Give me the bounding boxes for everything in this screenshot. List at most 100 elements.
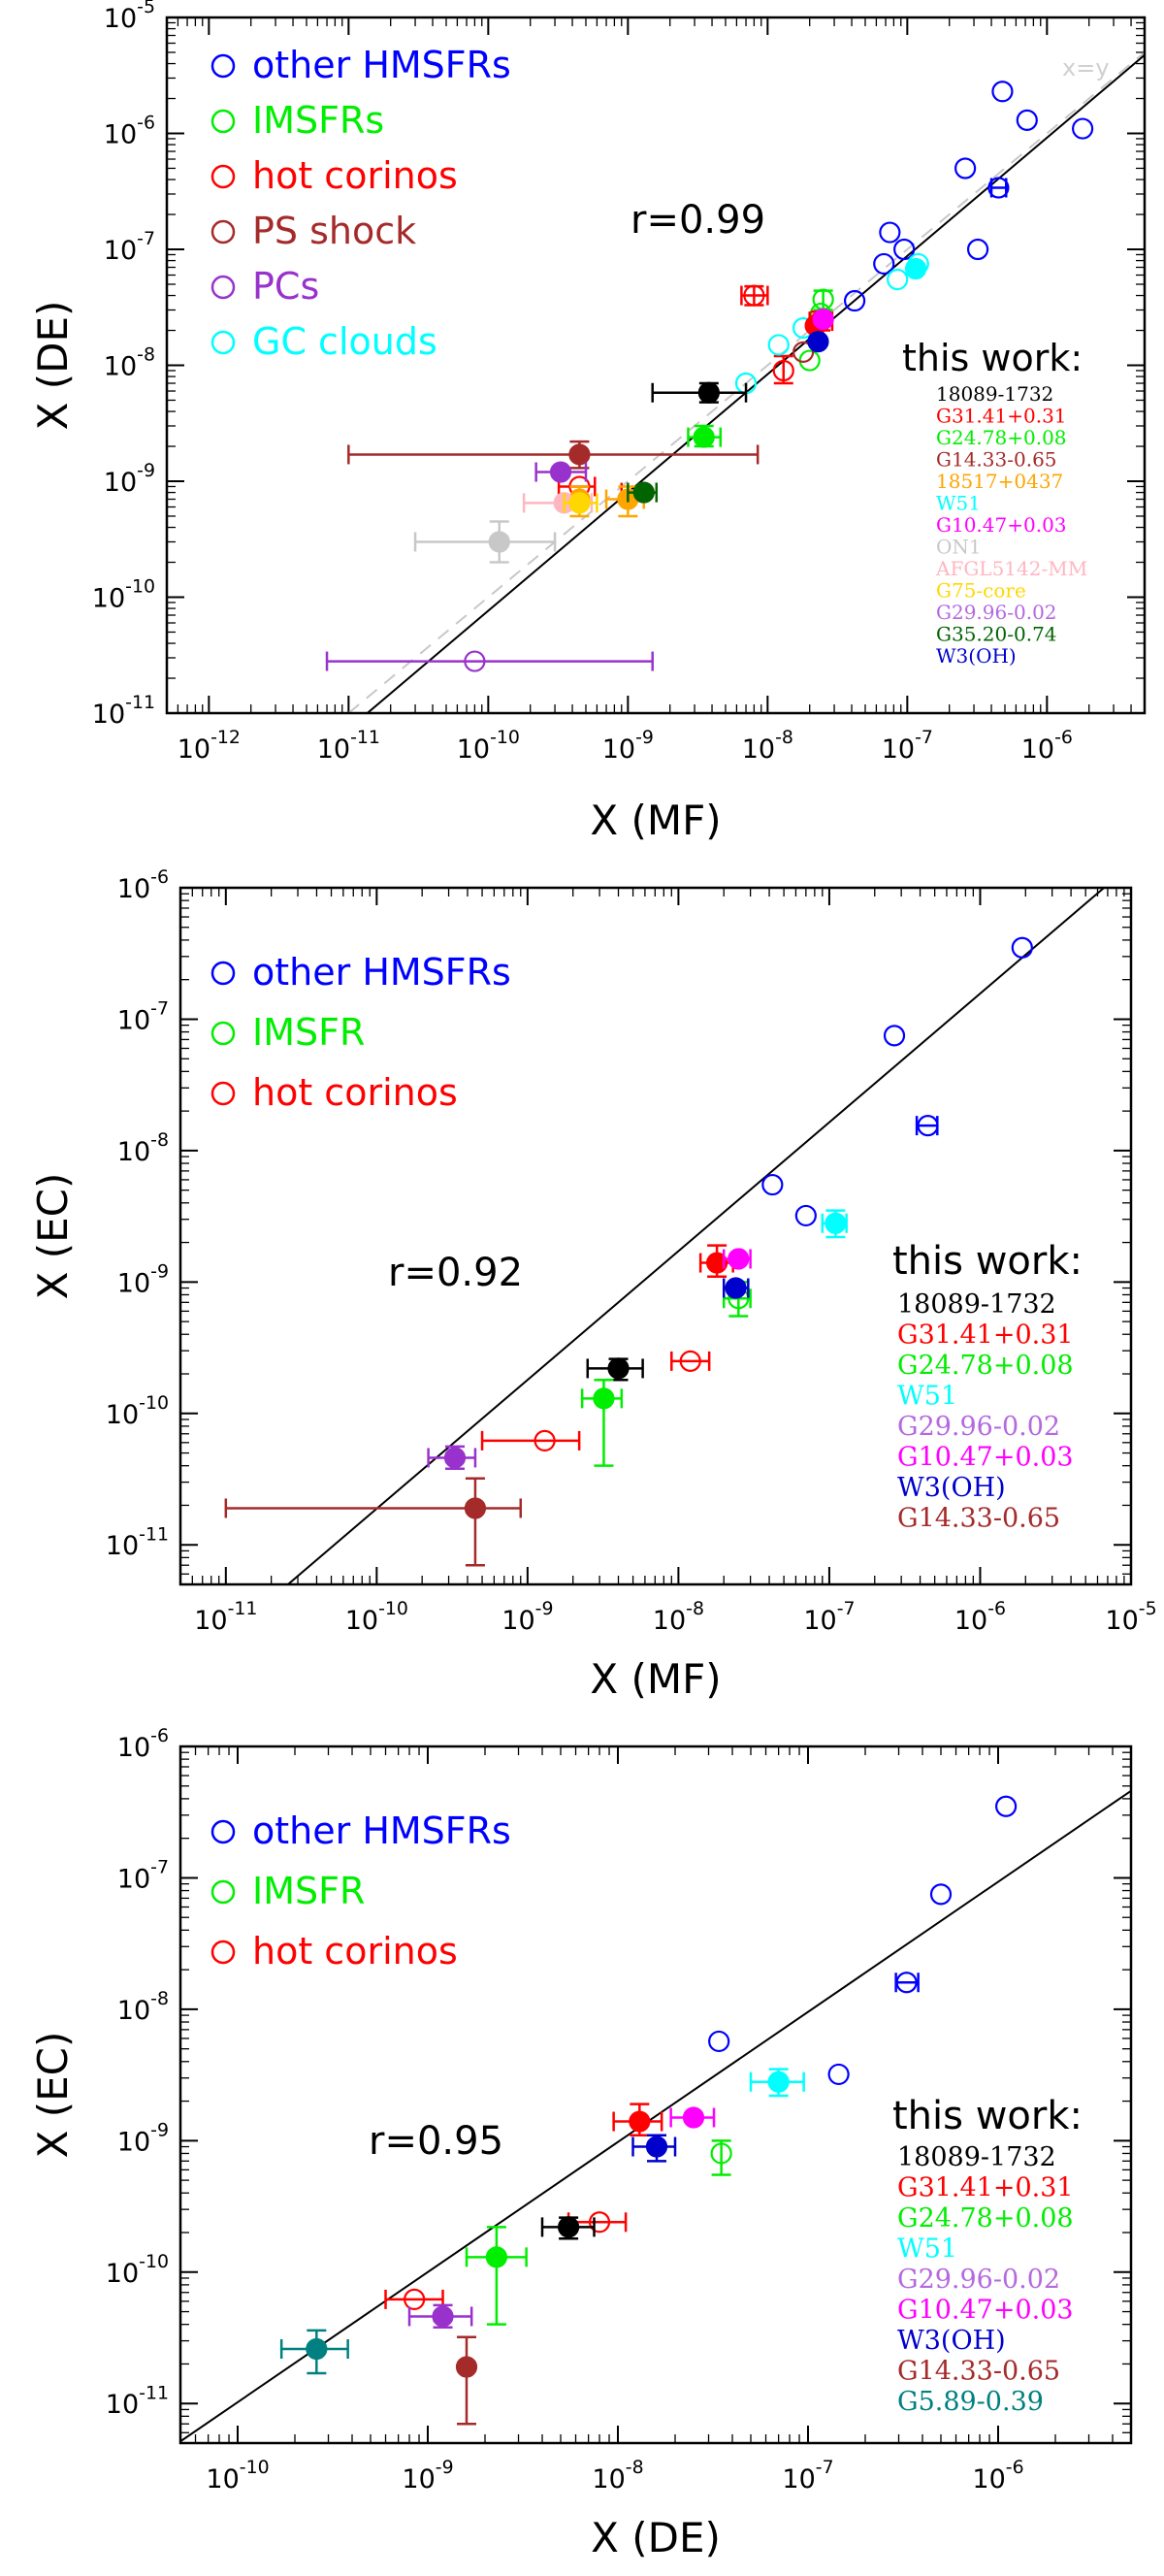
data-point-open — [772, 359, 794, 382]
data-point-filled — [824, 1212, 847, 1234]
x-tick-label: 10-7 — [803, 1598, 855, 1636]
data-point-filled — [904, 257, 927, 280]
y-tick-label: 10-9 — [104, 460, 155, 498]
data-point-open — [679, 1350, 701, 1372]
plot-area — [325, 51, 1145, 713]
y-tick-label: 10-11 — [92, 692, 155, 730]
data-point — [722, 1277, 750, 1299]
data-point — [991, 81, 1014, 103]
this-work-item: 18089-1732 — [897, 2142, 1056, 2172]
this-work-item: 18089-1732 — [897, 1289, 1056, 1320]
y-tick-label: 10-8 — [117, 1129, 169, 1167]
legend-marker — [210, 961, 236, 986]
data-point-open — [794, 1204, 817, 1227]
data-point-open — [843, 289, 866, 312]
this-work-item: W51 — [897, 2234, 957, 2265]
x-tick-label: 10-5 — [1105, 1598, 1156, 1636]
data-point — [843, 289, 866, 312]
data-point-open — [893, 238, 916, 261]
data-point — [384, 2288, 444, 2311]
data-point-open — [404, 2288, 426, 2311]
data-point-open — [917, 1115, 939, 1137]
data-point — [995, 1795, 1018, 1817]
this-work-item: W51 — [936, 492, 981, 515]
x-axis-label: X (MF) — [590, 1655, 721, 1703]
data-point — [966, 238, 989, 261]
legend-label: hot corinos — [252, 1930, 458, 1973]
y-tick-label: 10-8 — [117, 1988, 169, 2026]
data-point — [893, 238, 916, 261]
this-work-item: G31.41+0.31 — [936, 405, 1067, 428]
legend-label: other HMSFRs — [252, 1810, 511, 1852]
this-work-item: G29.96-0.02 — [936, 601, 1057, 624]
this-work-item: G29.96-0.02 — [897, 1412, 1060, 1442]
data-point-filled — [728, 1248, 750, 1270]
data-point-filled — [306, 2337, 328, 2361]
legend-marker — [210, 1879, 236, 1905]
data-point — [749, 2068, 805, 2098]
data-point-open — [464, 650, 486, 672]
x-tick-label: 10-10 — [457, 727, 520, 765]
data-point — [879, 221, 901, 244]
this-work-item: G24.78+0.08 — [897, 2203, 1074, 2234]
this-work-item: W3(OH) — [897, 1473, 1006, 1503]
legend-label: PS shock — [252, 210, 416, 252]
data-point — [873, 252, 895, 276]
this-work-item: W3(OH) — [897, 2326, 1006, 2356]
data-point-open — [991, 81, 1014, 103]
data-point-filled — [693, 426, 715, 448]
plot-frame — [165, 16, 1147, 715]
y-tick-label: 10-10 — [92, 576, 155, 614]
data-point — [827, 2063, 850, 2086]
data-point — [904, 257, 927, 280]
this-work-item: G10.47+0.03 — [936, 513, 1067, 537]
data-point — [455, 2335, 478, 2426]
data-point — [710, 2139, 732, 2176]
data-point — [1072, 117, 1094, 140]
data-point-filled — [682, 2106, 705, 2129]
data-point — [279, 2329, 349, 2375]
this-work-item: G31.41+0.31 — [897, 1321, 1074, 1351]
data-point — [767, 334, 790, 356]
x-tick-label: 10-10 — [345, 1598, 408, 1636]
data-point-filled — [549, 461, 572, 483]
data-point — [687, 424, 723, 448]
x-tick-label: 10-11 — [317, 727, 380, 765]
data-point — [563, 492, 598, 514]
this-work-item: G31.41+0.31 — [897, 2173, 1074, 2203]
this-work-item: G75-core — [936, 579, 1026, 603]
x-tick-label: 10-9 — [602, 727, 654, 765]
data-point-filled — [812, 308, 834, 331]
data-point — [631, 2134, 677, 2163]
data-point — [1016, 109, 1038, 131]
legend-marker — [210, 1081, 236, 1106]
fit-line — [180, 1789, 1131, 2443]
data-point-open — [708, 2030, 730, 2053]
data-point-open — [710, 2142, 732, 2165]
this-work-item: G10.47+0.03 — [897, 1443, 1074, 1473]
legend-marker — [210, 275, 236, 300]
data-point-filled — [568, 443, 591, 466]
legend-marker — [210, 219, 236, 245]
data-point — [586, 1357, 644, 1382]
y-tick-label: 10-7 — [117, 1857, 169, 1895]
fit-line — [366, 53, 1145, 713]
data-point-open — [827, 2063, 850, 2086]
data-point — [821, 1209, 848, 1239]
plot-frame — [178, 886, 1133, 1586]
data-point-filled — [488, 531, 510, 553]
y-tick-label: 10-10 — [106, 1392, 169, 1430]
diagonal-label: x=y — [1062, 54, 1110, 82]
legend-label: IMSFR — [252, 1011, 365, 1054]
this-work-item: G29.96-0.02 — [897, 2265, 1060, 2295]
x-tick-label: 10-8 — [653, 1598, 704, 1636]
data-point — [651, 381, 748, 404]
y-tick-label: 10-8 — [104, 344, 155, 382]
data-point — [413, 520, 557, 564]
x-tick-label: 10-7 — [882, 727, 933, 765]
legend-marker — [210, 330, 236, 355]
legend-label: hot corinos — [252, 1071, 458, 1114]
data-point — [915, 1115, 939, 1137]
data-point — [812, 308, 834, 331]
plot-frame — [178, 1745, 1133, 2445]
